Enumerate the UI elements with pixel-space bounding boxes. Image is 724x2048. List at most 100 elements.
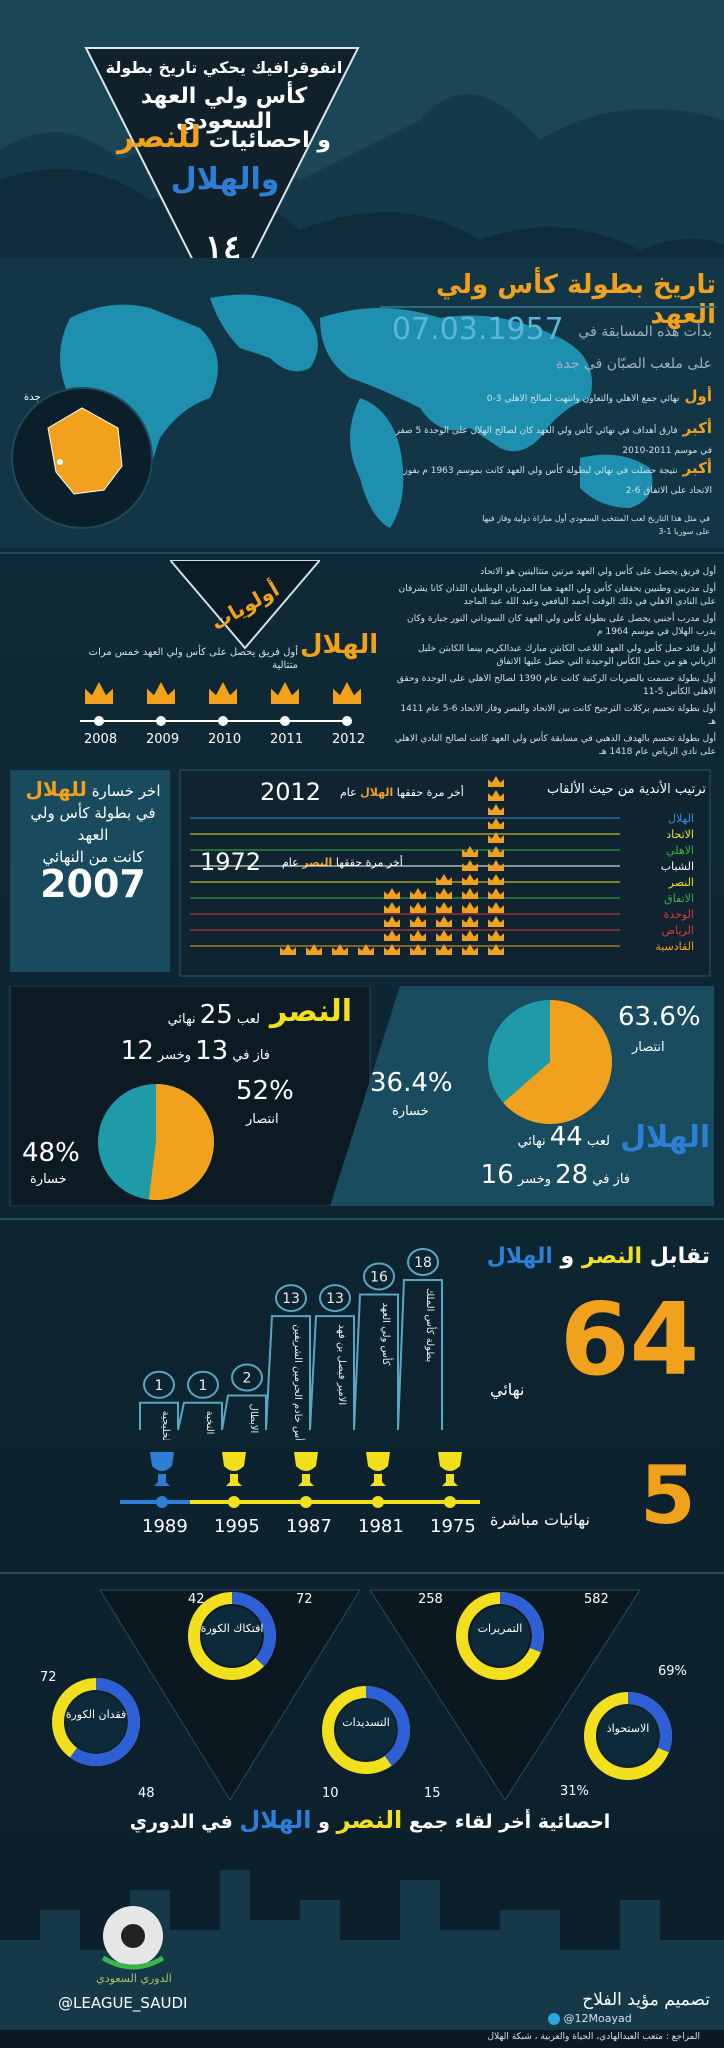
ring-value-right: 48 <box>138 1786 155 1801</box>
timeline-line <box>80 720 350 722</box>
firsts-note: أول فريق يحصل على كأس ولي العهد مرتين مت… <box>480 567 716 577</box>
hilal-last-year: 2012 <box>260 778 322 806</box>
last-loss-line2: في بطولة كأس ولي العهد <box>30 804 156 844</box>
competition-label: بطولة كأس الملك <box>424 1288 438 1362</box>
ranking-crown <box>488 818 504 829</box>
nassr-name: النصر <box>270 994 353 1029</box>
competition-count-chip <box>231 1363 263 1392</box>
trophy-icon <box>294 1452 318 1486</box>
crown-shape <box>209 682 237 704</box>
designer-handle-row: @12Moayad <box>548 2012 632 2025</box>
hilal-finals-label: نهائي <box>517 1134 546 1149</box>
ranking-crown <box>410 916 426 927</box>
ring-value-left: 72 <box>40 1670 57 1685</box>
ranking-crown <box>462 916 478 927</box>
trophy-icon <box>366 1452 390 1486</box>
ranking-crown <box>488 902 504 913</box>
header-line3a: و احصائيات <box>208 128 331 153</box>
ranking-crown <box>462 944 478 955</box>
hilal-name: الهلال <box>620 1120 711 1155</box>
hilal-played: 44 <box>549 1122 583 1152</box>
start-date: 07.03.1957 <box>392 312 564 347</box>
ranking-crown <box>436 944 452 955</box>
ring-hilal-arc <box>584 1692 672 1780</box>
ranking-club-name: الشباب <box>661 860 694 873</box>
last-loss-text1: اخر خسارة <box>91 782 161 800</box>
ring-value-left: 258 <box>418 1592 443 1607</box>
competition-label: كأس خادم الحرمين الشريفين <box>292 1324 306 1440</box>
last-loss-line1: اخر خسارة للهلال <box>18 778 168 802</box>
nassr-win-pct: 52% <box>236 1076 294 1106</box>
ranking-club-name: القادسية <box>655 940 694 953</box>
ranking-crown <box>488 860 504 871</box>
ring-label: فقدان الكورة <box>65 1708 127 1721</box>
history-footnote: في مثل هذا التاريخ لعب المنتخب السعودي أ… <box>482 514 710 536</box>
timeline-year: 2008 <box>84 732 118 747</box>
hilal-last-text: أخر مرة حققها الهلال عام <box>340 786 464 799</box>
header-line2: كأس ولي العهد السعودي <box>140 84 308 134</box>
ring-label: التسديدات <box>342 1716 390 1729</box>
competition-count-chip <box>275 1284 307 1313</box>
nassr-last-year: 1972 <box>200 848 262 876</box>
ranking-background <box>10 769 711 977</box>
ranking-crown <box>384 888 400 899</box>
competition-count: 13 <box>326 1291 344 1307</box>
fact-2: أكبر فارق أهداف في نهائي كأس ولي العهد ك… <box>392 418 712 458</box>
firsts-hilal-label: الهلال <box>300 630 379 660</box>
fact-1-text: نهائي جمع الاهلي والتعاون وانتهت لصالح ا… <box>486 394 680 404</box>
timeline-year: 2009 <box>146 732 180 747</box>
crown-shape <box>147 682 175 704</box>
ring-value-right: 69% <box>658 1664 687 1679</box>
h2h-title-b: الهلال <box>486 1244 553 1269</box>
cups-timeline-year: 1989 <box>142 1516 188 1537</box>
competition-label: الابطال <box>248 1404 259 1434</box>
cups-timeline-dot <box>156 1496 168 1508</box>
twitter-icon <box>548 2013 560 2025</box>
nassr-finals-label: نهائي <box>167 1012 196 1027</box>
ring-value-right: 582 <box>584 1592 609 1607</box>
ranking-club-name: الاتحاد <box>666 828 694 841</box>
timeline-dot <box>94 716 104 726</box>
competition-label: النخبة <box>204 1411 215 1435</box>
history-divider <box>380 306 716 308</box>
nassr-pie-chart <box>98 1084 214 1200</box>
competition-count: 1 <box>155 1378 164 1394</box>
last-match-background <box>99 1589 641 1801</box>
hilal-won-label: فاز في <box>592 1172 630 1187</box>
nassr-loss-label: خسارة <box>30 1172 67 1187</box>
ring-value-left: 10 <box>322 1786 339 1801</box>
h2h-total-label: نهائي <box>490 1380 525 1399</box>
hilal-played-label: لعب <box>587 1134 610 1149</box>
nassr-played-row: لعب 25 نهائي <box>120 1000 260 1030</box>
nassr-played-label: لعب <box>237 1012 260 1027</box>
ranking-crown <box>436 930 452 941</box>
ranking-crown <box>384 930 400 941</box>
last-loss-year: 2007 <box>40 862 146 906</box>
last-loss-team: للهلال <box>25 777 87 801</box>
ring-center <box>598 1706 658 1766</box>
last-loss-line3: كانت من النهائي <box>42 848 144 866</box>
firsts-hilal-text: أول فريق يحصل على كأس ولي العهد خمس مرات… <box>88 647 298 671</box>
ring-hilal-arc <box>188 1592 276 1680</box>
firsts-badge <box>170 560 320 650</box>
trophy-icon <box>438 1452 462 1486</box>
ranking-club-name: الرياض <box>662 924 694 937</box>
nassr-played: 25 <box>199 1000 233 1030</box>
last-match-title: احصائية أخر لقاء جمع النصر و الهلال في ا… <box>120 1806 620 1834</box>
last-loss-block: اخر خسارة للهلال في بطولة كأس ولي العهد … <box>18 778 168 868</box>
hilal-last-team: الهلال <box>360 786 394 799</box>
venue-text: على ملعب الصبّان في جدة <box>556 356 712 372</box>
last-match-rings <box>52 1592 672 1780</box>
nassr-win-label: انتصار <box>246 1112 279 1127</box>
last-match-team-a: النصر <box>336 1806 403 1834</box>
fact-2-text: فارق أهداف في نهائي كأس ولي العهد كان لص… <box>395 426 712 456</box>
fact-3-text: نتيجة حصلت في نهائي لبطولة كأس ولي العهد… <box>403 466 712 496</box>
fact-2-key: أكبر <box>682 419 712 437</box>
firsts-note: أول بطولة تحسم بالهدف الذهبي في مسابقة ك… <box>394 734 716 757</box>
competition-label: كأس ولي العهد <box>380 1302 394 1365</box>
hilal-pie-chart <box>488 1000 612 1124</box>
ranking-chart: الهلال الاتحاد الاهلي الشباب النصر الاتفاق الو… <box>190 776 694 955</box>
ranking-crown <box>280 944 296 955</box>
crown-shape <box>85 682 113 704</box>
ranking-crown <box>384 902 400 913</box>
